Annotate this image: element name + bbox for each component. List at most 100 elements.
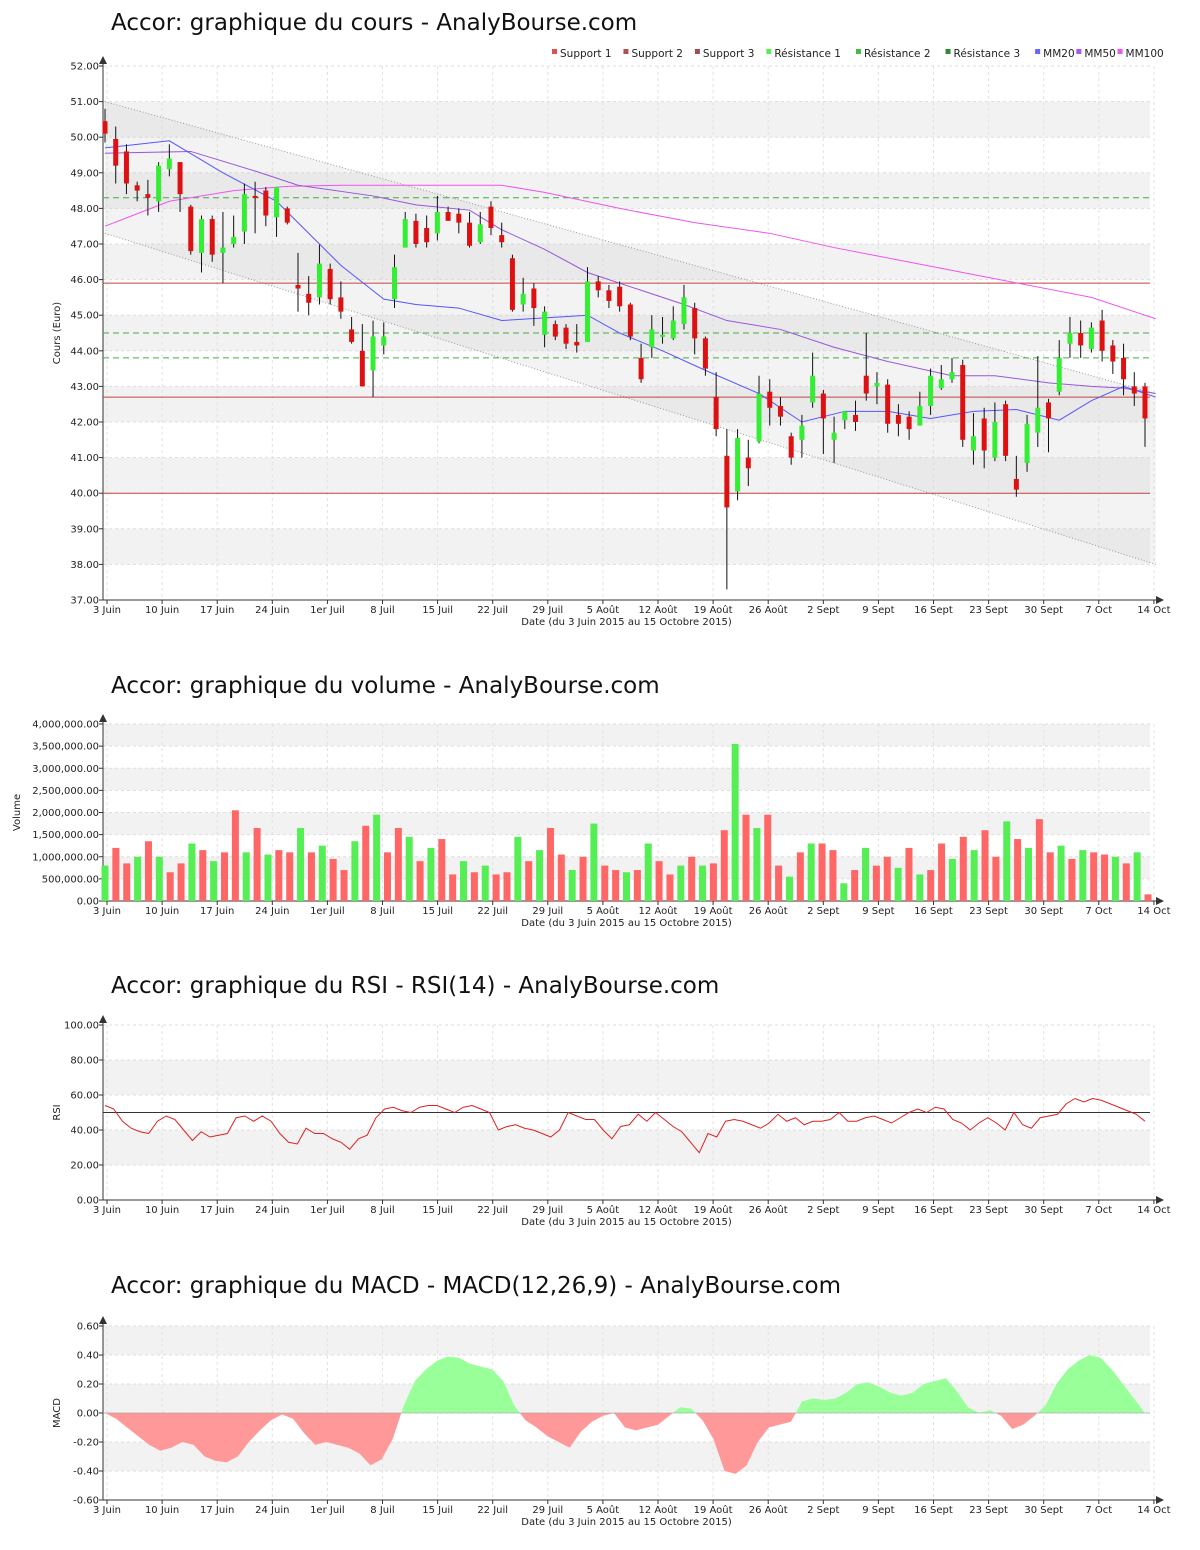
price-chart-title: Accor: graphique du cours - AnalyBourse.… — [111, 10, 638, 36]
volume-bar — [1101, 854, 1109, 901]
candle — [391, 254, 397, 309]
volume-bar — [666, 874, 674, 901]
candle-body — [424, 227, 430, 243]
candle-body — [863, 375, 869, 394]
x-tick-label: 24 Juin — [255, 906, 289, 917]
x-tick-label: 12 Août — [639, 905, 678, 917]
candle — [928, 368, 934, 415]
macd-negative-area — [105, 1413, 402, 1466]
candle-body — [231, 236, 237, 244]
volume-bar — [155, 856, 163, 901]
candle — [617, 281, 623, 312]
x-tick-label: 10 Juin — [145, 605, 179, 616]
x-tick-label: 16 Sept — [914, 1205, 953, 1216]
y-tick-label: 0.20 — [77, 1380, 99, 1391]
volume-bar — [1133, 852, 1141, 901]
volume-bar — [286, 852, 294, 901]
candle-body — [145, 194, 151, 198]
legend-label: MM20 — [1043, 48, 1074, 60]
candle — [499, 222, 505, 248]
volume-bar — [492, 874, 500, 901]
y-tick-label: 2,500,000.00 — [32, 786, 99, 797]
candle-body — [638, 357, 644, 380]
candle — [949, 357, 955, 383]
y-tick-label: 50.00 — [70, 133, 99, 144]
plot-band — [103, 386, 1150, 422]
y-tick-label: 38.00 — [70, 560, 99, 571]
candle — [735, 429, 741, 501]
y-tick-label: 40.00 — [70, 1126, 99, 1137]
candle — [413, 213, 419, 248]
candle-body — [724, 455, 730, 508]
candle-body — [445, 211, 451, 221]
candle — [1142, 382, 1148, 447]
candle-body — [810, 375, 816, 403]
x-tick-label: 7 Oct — [1085, 1205, 1112, 1216]
volume-bar — [134, 856, 142, 901]
candle — [477, 211, 483, 244]
candle — [724, 429, 730, 590]
candle-body — [938, 379, 944, 389]
candle-body — [1088, 327, 1094, 350]
volume-bar — [405, 836, 413, 901]
y-tick-label: 37.00 — [70, 596, 99, 607]
volume-bar — [210, 861, 218, 901]
macd-positive-area — [672, 1407, 696, 1413]
candle-body — [434, 211, 440, 234]
x-tick-label: 8 Juil — [370, 906, 394, 917]
volume-bar — [775, 865, 783, 901]
volume-bar — [449, 874, 457, 901]
candle-body — [166, 158, 172, 170]
candle — [542, 306, 548, 348]
candle — [102, 108, 108, 143]
candle-body — [274, 187, 280, 218]
volume-bar — [601, 865, 609, 901]
candle — [895, 404, 901, 437]
candle — [263, 187, 269, 227]
mm50-line — [104, 150, 1156, 395]
candle — [531, 283, 537, 326]
candle — [381, 322, 387, 355]
x-tick-label: 10 Juin — [145, 1505, 179, 1516]
volume-bar — [231, 810, 239, 901]
volume-bar — [1111, 856, 1119, 901]
candle-body — [306, 293, 312, 303]
candle-body — [1078, 333, 1084, 346]
x-tick-label: 23 Sept — [969, 605, 1008, 616]
x-axis-label: Date (du 3 Juin 2015 au 15 Octobre 2015) — [521, 918, 732, 929]
candle — [1088, 322, 1094, 353]
volume-bar — [688, 856, 696, 901]
candle-body — [402, 219, 408, 248]
volume-bar — [862, 847, 870, 901]
candle — [209, 215, 215, 262]
candle — [842, 411, 848, 430]
candle-body — [992, 422, 998, 458]
x-tick-label: 5 Août — [587, 905, 620, 917]
x-tick-label: 16 Sept — [914, 1505, 953, 1516]
candle-body — [188, 206, 194, 252]
x-tick-label: 12 Août — [639, 1204, 678, 1216]
candle — [467, 211, 473, 248]
y-tick-label: 41.00 — [70, 453, 99, 464]
candle-body — [1131, 386, 1137, 394]
volume-bar — [568, 870, 576, 901]
x-tick-label: 14 Oct — [1137, 605, 1170, 616]
x-axis-label: Date (du 3 Juin 2015 au 15 Octobre 2015) — [521, 1217, 732, 1228]
volume-bar — [633, 870, 641, 901]
candle — [445, 206, 451, 221]
candle — [456, 208, 462, 234]
macd-positive-area — [401, 1356, 520, 1413]
candle — [810, 352, 816, 408]
y-tick-label: 48.00 — [70, 204, 99, 215]
volume-bar — [1014, 839, 1022, 901]
volume-bar — [981, 830, 989, 901]
candle — [853, 400, 859, 431]
volume-bar — [753, 827, 761, 901]
plot-band — [103, 244, 1150, 280]
candle-body — [467, 222, 473, 246]
candle — [777, 397, 783, 426]
candle-body — [767, 391, 773, 408]
volume-bar — [851, 870, 859, 901]
volume-bar — [818, 843, 826, 901]
x-tick-label: 1er Juil — [310, 605, 345, 616]
